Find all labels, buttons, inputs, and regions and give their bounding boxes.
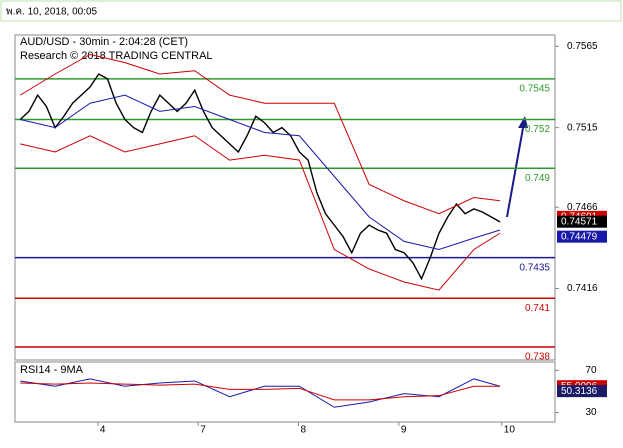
level-label: 0.749 xyxy=(525,173,550,184)
series-line xyxy=(20,135,501,291)
rsi-panel xyxy=(14,361,556,423)
price-marker-label: 0.74479 xyxy=(561,231,598,242)
level-label: 0.7435 xyxy=(519,262,550,273)
price-marker-box xyxy=(557,230,607,243)
rsi-marker-box xyxy=(557,385,607,398)
x-tick-label: 9 xyxy=(401,425,407,436)
y-tick-label: 0.7515 xyxy=(567,122,598,133)
y-tick-label: 0.7466 xyxy=(567,202,598,213)
x-tick-label: 10 xyxy=(504,425,516,436)
level-label: 0.741 xyxy=(525,303,550,314)
rsi-y-tick-label: 30 xyxy=(585,407,597,418)
rsi-y-tick-label: 70 xyxy=(585,365,597,376)
series-line xyxy=(19,53,501,215)
price-marker-label: 0.74571 xyxy=(561,216,598,227)
chart-subtitle: Research © 2018 TRADING CENTRAL xyxy=(20,50,213,62)
level-label: 0.738 xyxy=(525,352,550,363)
series-line xyxy=(19,73,501,281)
rsi-marker-label: 50.3136 xyxy=(561,386,598,397)
y-tick-label: 0.7565 xyxy=(567,41,598,52)
header-date: พ.ค. 10, 2018, 00:05 xyxy=(6,7,98,18)
level-label: 0.7545 xyxy=(519,84,550,95)
x-tick-label: 4 xyxy=(100,425,106,436)
rsi-line xyxy=(20,382,501,401)
level-label: 0.752 xyxy=(525,124,550,135)
chart-title: AUD/USD - 30min - 2:04:28 (CET) xyxy=(20,36,188,48)
price-panel xyxy=(14,34,556,361)
series-line xyxy=(20,94,501,251)
price-marker-box xyxy=(557,215,607,228)
y-tick-label: 0.7416 xyxy=(567,283,598,294)
x-tick-label: 8 xyxy=(301,425,307,436)
header-bar xyxy=(0,0,622,22)
rsi-title: RSI14 - 9MA xyxy=(20,364,84,376)
x-tick-label: 7 xyxy=(200,425,206,436)
forecast-arrow xyxy=(506,127,524,218)
